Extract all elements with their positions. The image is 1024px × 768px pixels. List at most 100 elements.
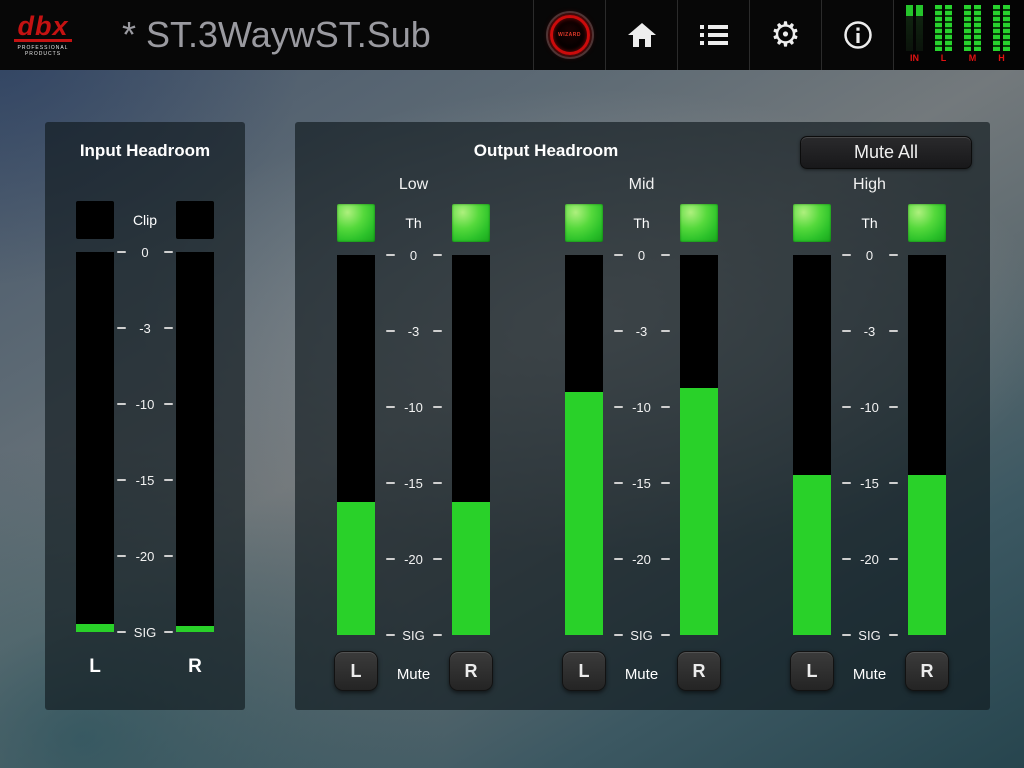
band-low: Low L Th 0 -3 -10 -15 -20 xyxy=(334,176,493,691)
output-headroom-title: Output Headroom xyxy=(473,141,619,160)
menu-list-button[interactable] xyxy=(677,0,749,70)
input-headroom-panel: Input Headroom L Clip 0 -3 -10 -15 -20 S… xyxy=(45,122,245,710)
output-bands: Low L Th 0 -3 -10 -15 -20 xyxy=(295,122,990,691)
scale-row: -15 xyxy=(842,476,898,491)
level-bar xyxy=(916,5,923,51)
scale-row: -3 xyxy=(386,323,442,339)
scale-label: SIG xyxy=(402,627,425,643)
meter-fill xyxy=(793,475,831,635)
wizard-label: WIZARD xyxy=(558,32,581,38)
scale-row: -15 xyxy=(614,476,670,491)
settings-button[interactable] xyxy=(749,0,821,70)
low-scale-column: Th 0 -3 -10 -15 -20 SIG Mute xyxy=(375,204,452,691)
mid-right-column: R xyxy=(677,204,721,691)
level-bar xyxy=(1003,5,1010,51)
high-left-column: L xyxy=(790,204,834,691)
mute-button-high-right[interactable]: R xyxy=(905,651,949,691)
threshold-label: Th xyxy=(405,215,422,231)
low-left-column: L xyxy=(334,204,378,691)
header-input-meter: IN xyxy=(906,5,923,70)
scale-label: SIG xyxy=(858,627,881,643)
level-bar xyxy=(964,5,971,51)
scale-label: -3 xyxy=(635,323,648,339)
home-button[interactable] xyxy=(605,0,677,70)
low-scale: 0 -3 -10 -15 -20 SIG xyxy=(386,248,442,643)
meter-label-low: L xyxy=(940,53,947,63)
meter-label-in: IN xyxy=(910,53,919,63)
mute-button-low-left[interactable]: L xyxy=(334,651,378,691)
threshold-indicator-low-left xyxy=(337,204,375,242)
scale-label: -10 xyxy=(632,399,651,415)
home-icon xyxy=(627,23,656,47)
scale-label: -20 xyxy=(632,551,651,567)
scale-label: -15 xyxy=(135,472,155,488)
scale-row: -20 xyxy=(614,551,670,567)
band-label-high: High xyxy=(853,176,886,193)
scale-row: -15 xyxy=(117,472,173,488)
scale-label: SIG xyxy=(630,627,653,643)
clip-label: Clip xyxy=(132,212,158,228)
header-bar: dbx PROFESSIONAL PRODUCTS * ST.3WaywST.S… xyxy=(0,0,1024,70)
logo-tagline: PROFESSIONAL PRODUCTS xyxy=(17,45,69,57)
wizard-button[interactable]: WIZARD xyxy=(533,0,605,70)
input-scale: 0 -3 -10 -15 -20 SIG xyxy=(117,245,173,640)
input-meter-right xyxy=(176,252,214,632)
mid-scale: 0 -3 -10 -15 -20 SIG xyxy=(614,248,670,643)
gear-icon xyxy=(770,18,800,52)
clip-indicator-right xyxy=(176,201,214,239)
low-meter-right xyxy=(452,255,490,635)
scale-row: -15 xyxy=(386,475,442,491)
meter-fill xyxy=(680,388,718,635)
mid-meter-left xyxy=(565,255,603,635)
mute-label: Mute xyxy=(624,666,659,683)
scale-row: SIG xyxy=(614,627,670,643)
wizard-inner-circle: WIZARD xyxy=(549,15,590,55)
scale-row: SIG xyxy=(117,625,173,640)
scale-row: -10 xyxy=(614,399,670,415)
high-meter-group: L Th 0 -3 -10 -15 -20 SIG Mute xyxy=(790,204,949,691)
scale-label: -20 xyxy=(135,548,155,564)
band-mid: Mid L Th 0 -3 -10 -15 -20 xyxy=(562,176,721,691)
scale-label: -3 xyxy=(863,323,876,339)
scale-label: -20 xyxy=(860,551,879,567)
mid-meter-right xyxy=(680,255,718,635)
mid-meter-group: L Th 0 -3 -10 -15 -20 SIG Mute xyxy=(562,204,721,691)
mute-button-mid-right[interactable]: R xyxy=(677,651,721,691)
input-scale-column: Clip 0 -3 -10 -15 -20 SIG xyxy=(114,201,176,678)
scale-row: SIG xyxy=(386,627,442,643)
scale-label: -10 xyxy=(860,399,879,415)
high-meter-left xyxy=(793,255,831,635)
threshold-indicator-high-left xyxy=(793,204,831,242)
clip-indicator-left xyxy=(76,201,114,239)
high-scale-column: Th 0 -3 -10 -15 -20 SIG Mute xyxy=(831,204,908,691)
scale-row: -3 xyxy=(614,323,670,339)
mute-button-mid-left[interactable]: L xyxy=(562,651,606,691)
info-button[interactable] xyxy=(821,0,893,70)
level-bar xyxy=(945,5,952,51)
scale-label: -15 xyxy=(404,475,423,491)
scale-row: 0 xyxy=(386,248,442,263)
header-high-meter: H xyxy=(993,5,1010,70)
band-label-low: Low xyxy=(398,176,429,193)
scale-row: -3 xyxy=(842,323,898,339)
level-bar xyxy=(935,5,942,51)
threshold-label: Th xyxy=(633,215,650,231)
list-icon xyxy=(699,25,728,45)
mute-all-button[interactable]: Mute All xyxy=(800,136,972,169)
scale-label: -10 xyxy=(404,399,423,415)
mute-button-low-right[interactable]: R xyxy=(449,651,493,691)
scale-row: -3 xyxy=(117,320,173,336)
low-right-column: R xyxy=(449,204,493,691)
scale-row: -20 xyxy=(842,551,898,567)
input-headroom-title: Input Headroom xyxy=(79,141,211,160)
dbx-logo: dbx PROFESSIONAL PRODUCTS xyxy=(0,0,112,70)
scale-row: -20 xyxy=(117,548,173,564)
scale-row: 0 xyxy=(842,248,898,263)
scale-label: -3 xyxy=(139,320,151,336)
scale-label: -3 xyxy=(407,323,420,339)
channel-label-right: R xyxy=(188,656,202,677)
meter-fill xyxy=(452,502,490,635)
mute-button-high-left[interactable]: L xyxy=(790,651,834,691)
scale-row: -10 xyxy=(386,399,442,415)
threshold-indicator-mid-right xyxy=(680,204,718,242)
